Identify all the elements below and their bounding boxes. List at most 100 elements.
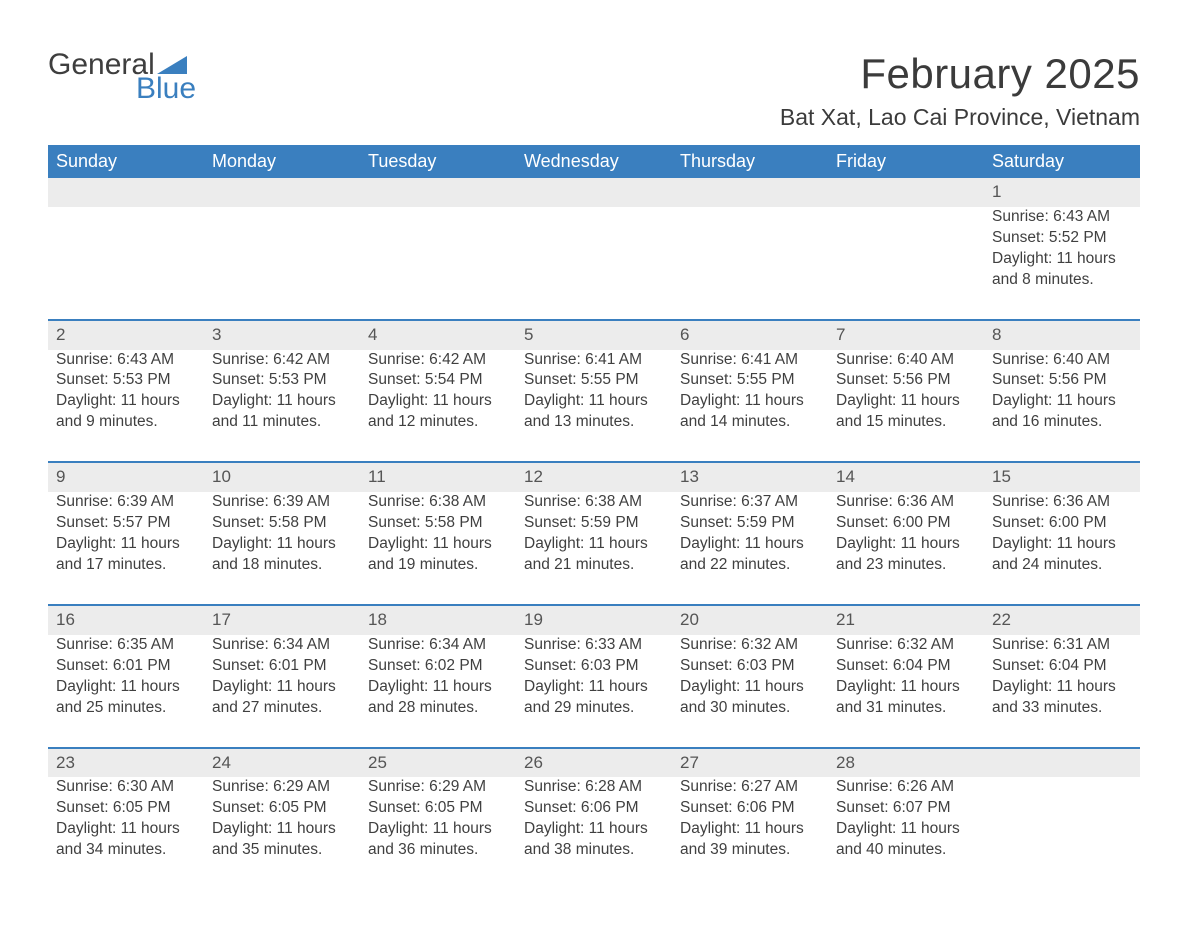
sunset-text: Sunset: 6:03 PM	[524, 656, 664, 677]
day-number: 12	[516, 462, 672, 492]
sunrise-text: Sunrise: 6:40 AM	[836, 350, 976, 371]
sunrise-text: Sunrise: 6:39 AM	[212, 492, 352, 513]
day-cell: Sunrise: 6:41 AMSunset: 5:55 PMDaylight:…	[672, 350, 828, 463]
daylight-text: Daylight: 11 hours and 27 minutes.	[212, 677, 352, 719]
day-number: 18	[360, 605, 516, 635]
day-cell: Sunrise: 6:32 AMSunset: 6:04 PMDaylight:…	[828, 635, 984, 748]
day-cell: Sunrise: 6:36 AMSunset: 6:00 PMDaylight:…	[984, 492, 1140, 605]
day-number	[360, 178, 516, 207]
day-cell: Sunrise: 6:39 AMSunset: 5:57 PMDaylight:…	[48, 492, 204, 605]
day-number: 24	[204, 748, 360, 778]
day-number: 11	[360, 462, 516, 492]
day-cell	[360, 207, 516, 320]
day-cell: Sunrise: 6:30 AMSunset: 6:05 PMDaylight:…	[48, 777, 204, 889]
day-cell	[672, 207, 828, 320]
day-number	[48, 178, 204, 207]
daylight-text: Daylight: 11 hours and 34 minutes.	[56, 819, 196, 861]
sunrise-text: Sunrise: 6:33 AM	[524, 635, 664, 656]
page-title: February 2025	[780, 50, 1140, 98]
day-cell: Sunrise: 6:31 AMSunset: 6:04 PMDaylight:…	[984, 635, 1140, 748]
day-header: Tuesday	[360, 145, 516, 178]
sunrise-text: Sunrise: 6:43 AM	[56, 350, 196, 371]
sunrise-text: Sunrise: 6:39 AM	[56, 492, 196, 513]
daylight-text: Daylight: 11 hours and 25 minutes.	[56, 677, 196, 719]
daylight-text: Daylight: 11 hours and 13 minutes.	[524, 391, 664, 433]
detail-row: Sunrise: 6:43 AMSunset: 5:53 PMDaylight:…	[48, 350, 1140, 463]
sunrise-text: Sunrise: 6:34 AM	[368, 635, 508, 656]
day-number: 26	[516, 748, 672, 778]
daylight-text: Daylight: 11 hours and 18 minutes.	[212, 534, 352, 576]
sunrise-text: Sunrise: 6:38 AM	[368, 492, 508, 513]
day-cell: Sunrise: 6:35 AMSunset: 6:01 PMDaylight:…	[48, 635, 204, 748]
sunrise-text: Sunrise: 6:42 AM	[368, 350, 508, 371]
day-header: Friday	[828, 145, 984, 178]
daylight-text: Daylight: 11 hours and 40 minutes.	[836, 819, 976, 861]
sunset-text: Sunset: 5:54 PM	[368, 370, 508, 391]
daylight-text: Daylight: 11 hours and 17 minutes.	[56, 534, 196, 576]
sunrise-text: Sunrise: 6:35 AM	[56, 635, 196, 656]
day-number: 8	[984, 320, 1140, 350]
calendar-table: Sunday Monday Tuesday Wednesday Thursday…	[48, 145, 1140, 889]
sunset-text: Sunset: 6:02 PM	[368, 656, 508, 677]
detail-row: Sunrise: 6:30 AMSunset: 6:05 PMDaylight:…	[48, 777, 1140, 889]
daynum-row: 9101112131415	[48, 462, 1140, 492]
brand-word-2: Blue	[136, 74, 196, 104]
sunrise-text: Sunrise: 6:27 AM	[680, 777, 820, 798]
day-header: Monday	[204, 145, 360, 178]
day-number	[672, 178, 828, 207]
day-cell: Sunrise: 6:34 AMSunset: 6:02 PMDaylight:…	[360, 635, 516, 748]
day-cell: Sunrise: 6:40 AMSunset: 5:56 PMDaylight:…	[828, 350, 984, 463]
day-number	[204, 178, 360, 207]
day-cell: Sunrise: 6:26 AMSunset: 6:07 PMDaylight:…	[828, 777, 984, 889]
day-number: 23	[48, 748, 204, 778]
sunrise-text: Sunrise: 6:41 AM	[524, 350, 664, 371]
day-cell: Sunrise: 6:40 AMSunset: 5:56 PMDaylight:…	[984, 350, 1140, 463]
sunrise-text: Sunrise: 6:28 AM	[524, 777, 664, 798]
day-cell	[48, 207, 204, 320]
daylight-text: Daylight: 11 hours and 12 minutes.	[368, 391, 508, 433]
sunrise-text: Sunrise: 6:36 AM	[992, 492, 1132, 513]
daylight-text: Daylight: 11 hours and 33 minutes.	[992, 677, 1132, 719]
sunset-text: Sunset: 5:52 PM	[992, 228, 1132, 249]
sunrise-text: Sunrise: 6:42 AM	[212, 350, 352, 371]
daylight-text: Daylight: 11 hours and 39 minutes.	[680, 819, 820, 861]
daylight-text: Daylight: 11 hours and 22 minutes.	[680, 534, 820, 576]
day-cell	[828, 207, 984, 320]
day-number: 4	[360, 320, 516, 350]
day-number: 22	[984, 605, 1140, 635]
day-number: 10	[204, 462, 360, 492]
daylight-text: Daylight: 11 hours and 19 minutes.	[368, 534, 508, 576]
day-cell: Sunrise: 6:38 AMSunset: 5:58 PMDaylight:…	[360, 492, 516, 605]
daylight-text: Daylight: 11 hours and 9 minutes.	[56, 391, 196, 433]
day-number: 5	[516, 320, 672, 350]
day-number: 7	[828, 320, 984, 350]
sunrise-text: Sunrise: 6:26 AM	[836, 777, 976, 798]
day-cell: Sunrise: 6:39 AMSunset: 5:58 PMDaylight:…	[204, 492, 360, 605]
sunset-text: Sunset: 6:03 PM	[680, 656, 820, 677]
daylight-text: Daylight: 11 hours and 11 minutes.	[212, 391, 352, 433]
daynum-row: 1	[48, 178, 1140, 207]
daylight-text: Daylight: 11 hours and 35 minutes.	[212, 819, 352, 861]
day-cell: Sunrise: 6:41 AMSunset: 5:55 PMDaylight:…	[516, 350, 672, 463]
day-cell: Sunrise: 6:28 AMSunset: 6:06 PMDaylight:…	[516, 777, 672, 889]
daylight-text: Daylight: 11 hours and 24 minutes.	[992, 534, 1132, 576]
day-cell	[516, 207, 672, 320]
day-header-row: Sunday Monday Tuesday Wednesday Thursday…	[48, 145, 1140, 178]
daynum-row: 16171819202122	[48, 605, 1140, 635]
sunset-text: Sunset: 5:59 PM	[680, 513, 820, 534]
day-cell: Sunrise: 6:36 AMSunset: 6:00 PMDaylight:…	[828, 492, 984, 605]
day-cell: Sunrise: 6:32 AMSunset: 6:03 PMDaylight:…	[672, 635, 828, 748]
sunset-text: Sunset: 5:58 PM	[212, 513, 352, 534]
daylight-text: Daylight: 11 hours and 30 minutes.	[680, 677, 820, 719]
daylight-text: Daylight: 11 hours and 38 minutes.	[524, 819, 664, 861]
header: General Blue February 2025 Bat Xat, Lao …	[48, 50, 1140, 131]
day-number: 28	[828, 748, 984, 778]
sunset-text: Sunset: 6:05 PM	[212, 798, 352, 819]
daylight-text: Daylight: 11 hours and 14 minutes.	[680, 391, 820, 433]
sunset-text: Sunset: 6:05 PM	[368, 798, 508, 819]
daynum-row: 2345678	[48, 320, 1140, 350]
day-header: Saturday	[984, 145, 1140, 178]
day-header: Wednesday	[516, 145, 672, 178]
day-number: 13	[672, 462, 828, 492]
day-cell: Sunrise: 6:38 AMSunset: 5:59 PMDaylight:…	[516, 492, 672, 605]
